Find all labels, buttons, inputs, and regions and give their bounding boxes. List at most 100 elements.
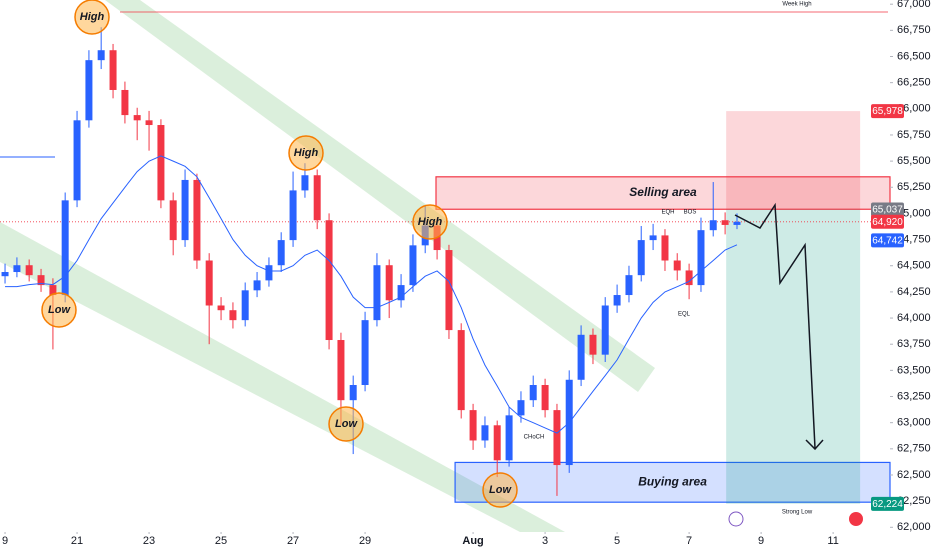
stop-zone	[726, 111, 861, 210]
candle-body	[61, 200, 69, 296]
candle-body	[73, 120, 81, 201]
candle-body	[241, 290, 249, 321]
candle-body	[373, 265, 381, 321]
x-tick-label: 29	[359, 535, 371, 547]
y-tick-label: 63,250	[897, 390, 931, 402]
x-tick-label: 25	[215, 535, 227, 547]
price-tag-label: 65,037	[872, 205, 903, 216]
y-tick-label: 63,750	[897, 338, 931, 350]
zone	[454, 461, 891, 503]
y-tick-label: 67,000	[897, 0, 931, 10]
y-tick-label: 65,000	[897, 207, 931, 219]
candle-body	[229, 310, 237, 321]
price-tag-label: 64,742	[872, 236, 903, 247]
candle-body	[205, 260, 213, 306]
price-tag	[871, 202, 904, 217]
candle-body	[181, 179, 189, 241]
x-tick-label: 9	[758, 535, 764, 547]
candle-body	[361, 320, 369, 386]
candle-body	[517, 400, 525, 416]
candle-body	[337, 340, 345, 401]
candle-body	[277, 240, 285, 266]
candle-body	[577, 334, 585, 380]
zone	[435, 176, 891, 210]
candle-body	[37, 275, 45, 286]
y-tick-label: 63,500	[897, 364, 931, 376]
x-tick-label: 11	[827, 535, 838, 547]
swing-label: Low	[489, 484, 512, 496]
icon[interactable]	[849, 512, 863, 526]
y-tick-label: 65,500	[897, 155, 931, 167]
annotation: CHoCH	[524, 435, 545, 441]
candle-body	[697, 230, 705, 286]
candle-body	[49, 285, 57, 296]
candle-body	[733, 221, 741, 225]
x-tick-label: 9	[2, 535, 8, 547]
candle-body	[505, 415, 513, 461]
price-tag-label: 65,978	[872, 106, 903, 117]
annotation: Strong Low	[782, 510, 813, 516]
price-tag	[871, 496, 904, 511]
candle-body	[553, 410, 561, 466]
candle-body	[193, 179, 201, 261]
candle-body	[661, 235, 669, 261]
swing-marker	[288, 135, 324, 171]
candle-body	[601, 305, 609, 355]
swing-marker	[412, 204, 448, 240]
swing-marker	[328, 406, 364, 442]
x-tick-label: 7	[686, 535, 692, 547]
candle-body	[169, 200, 177, 241]
y-tick-label: 64,000	[897, 312, 931, 324]
price-tag	[871, 104, 904, 119]
candle-body	[457, 330, 465, 411]
candle-body	[709, 220, 717, 231]
candle-body	[445, 250, 453, 331]
y-tick-label: 62,250	[897, 495, 931, 507]
x-tick-label: 5	[614, 535, 620, 547]
candle-body	[265, 265, 273, 281]
candle-body	[133, 115, 141, 121]
swing-marker	[41, 292, 77, 328]
candle-body	[613, 295, 621, 306]
candle-body	[637, 240, 645, 276]
candle-body	[589, 334, 597, 355]
x-tick-label: 23	[143, 535, 155, 547]
y-tick-label: 64,250	[897, 286, 931, 298]
annotation: Week High	[782, 2, 811, 8]
price-tag	[871, 233, 904, 248]
target-zone	[726, 209, 861, 504]
candle-body	[217, 305, 225, 311]
projection-path	[734, 202, 816, 449]
candle-body	[385, 265, 393, 301]
candle-body	[325, 220, 333, 341]
price-tag	[871, 214, 904, 229]
candle-body	[541, 385, 549, 411]
channel-band	[105, 0, 655, 392]
arrow-head	[805, 439, 824, 451]
x-tick-label: 21	[71, 535, 83, 547]
zone-label: Selling area	[629, 185, 697, 199]
y-tick-label: 66,000	[897, 103, 931, 115]
y-tick-label: 62,500	[897, 469, 931, 481]
y-tick-label: 62,000	[897, 521, 931, 533]
swing-label: High	[294, 147, 319, 159]
candle-body	[481, 425, 489, 441]
annotation: EQH	[661, 210, 674, 216]
candle-body	[97, 50, 105, 61]
candle-body	[85, 60, 93, 121]
candle-body	[397, 285, 405, 301]
price-tag-label: 64,920	[872, 217, 903, 228]
swing-label: Low	[48, 304, 71, 316]
annotation: EQL	[678, 312, 691, 318]
icon[interactable]	[728, 511, 744, 527]
price-tag-label: 62,224	[872, 499, 903, 510]
annotation: BOS	[684, 210, 697, 216]
moving-average	[5, 155, 738, 434]
candle-body	[409, 245, 417, 286]
zone-label: Buying area	[638, 474, 707, 488]
y-tick-label: 65,750	[897, 129, 931, 141]
candle-body	[121, 89, 129, 116]
x-tick-label: 3	[542, 535, 548, 547]
candle-body	[469, 410, 477, 441]
candle-body	[529, 385, 537, 401]
